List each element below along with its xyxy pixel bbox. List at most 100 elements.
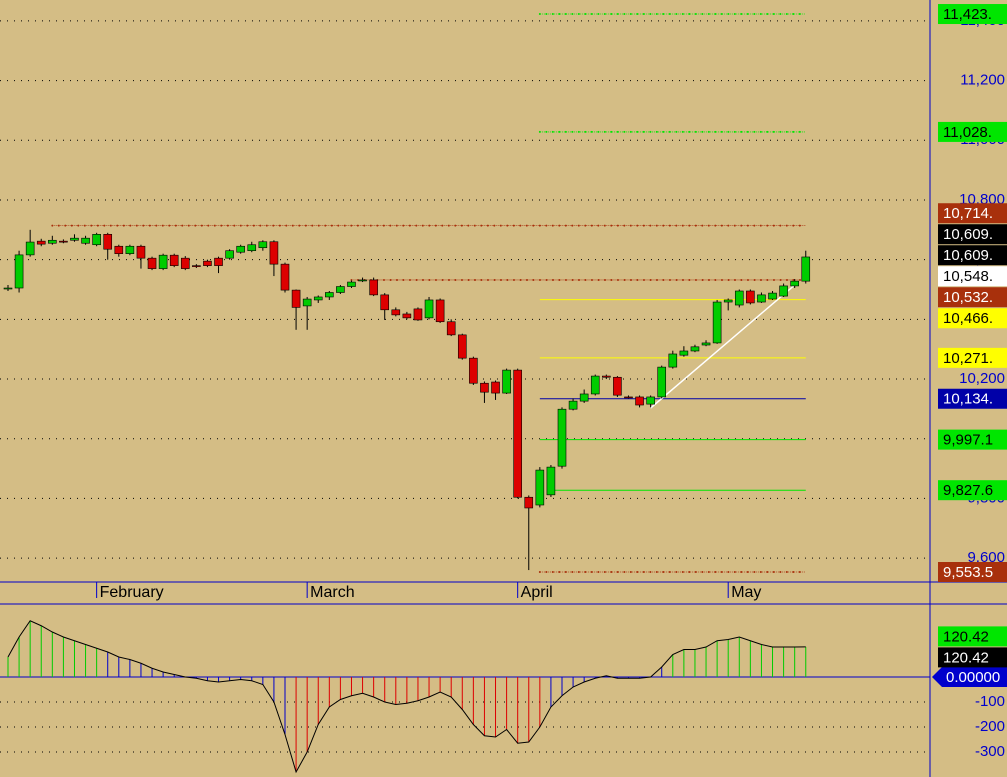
candle-body bbox=[635, 396, 644, 406]
price-label-box bbox=[938, 121, 1007, 142]
candle-body bbox=[480, 382, 489, 393]
candle-body bbox=[258, 241, 268, 249]
candle-body bbox=[568, 400, 578, 410]
price-label: 11,028. bbox=[943, 124, 992, 141]
candle-body bbox=[247, 244, 257, 252]
candle-body bbox=[491, 381, 500, 394]
candle-body bbox=[280, 263, 290, 291]
candle-body bbox=[214, 257, 223, 266]
candle-body bbox=[325, 292, 334, 298]
price-label: 10,714. bbox=[943, 205, 993, 222]
y-tick-label: 9,600 bbox=[967, 549, 1005, 566]
price-label: 9,553.5 bbox=[943, 564, 993, 581]
price-label-box bbox=[938, 626, 1007, 647]
price-label: 9,997.1 bbox=[943, 432, 993, 449]
candle-body bbox=[70, 237, 79, 241]
price-label-box bbox=[938, 266, 1007, 287]
candle-body bbox=[524, 496, 534, 509]
price-label-box bbox=[938, 245, 1007, 266]
candle-body bbox=[136, 245, 146, 259]
candle-body bbox=[92, 233, 101, 246]
candle-body bbox=[457, 334, 467, 359]
price-label-box bbox=[938, 347, 1007, 368]
price-label: 11,423. bbox=[943, 6, 992, 23]
candle-body bbox=[424, 299, 434, 319]
candle-body bbox=[291, 289, 301, 308]
price-label: 120.42 bbox=[943, 628, 989, 645]
histogram-line bbox=[7, 620, 806, 774]
candle-body bbox=[302, 298, 312, 307]
candle-body bbox=[801, 256, 811, 282]
candle-body bbox=[3, 287, 13, 290]
price-label: 10,271. bbox=[943, 350, 993, 367]
price-label: 10,609. bbox=[943, 226, 993, 243]
candle-body bbox=[590, 375, 600, 395]
candle-body bbox=[668, 353, 678, 368]
zero-label: 0.00000 bbox=[946, 669, 1000, 686]
candle-body bbox=[391, 309, 401, 316]
price-label-box bbox=[938, 287, 1007, 308]
x-tick-label: February bbox=[100, 584, 164, 601]
price-label-box bbox=[938, 429, 1007, 450]
candle-body bbox=[36, 240, 46, 245]
trendline bbox=[650, 284, 796, 409]
price-label-box bbox=[938, 308, 1007, 329]
candle-body bbox=[613, 376, 622, 396]
price-label: 10,609. bbox=[943, 247, 993, 264]
candle-body bbox=[48, 239, 57, 244]
zero-label-box bbox=[932, 667, 1007, 687]
x-tick-label: April bbox=[521, 584, 553, 601]
candle-body bbox=[779, 285, 788, 297]
price-label: 120.42 bbox=[943, 649, 989, 666]
candle-body bbox=[646, 396, 655, 405]
candle-body bbox=[103, 233, 113, 250]
candle-body bbox=[413, 308, 423, 321]
candle-body bbox=[59, 240, 68, 243]
candle-body bbox=[513, 369, 522, 498]
candle-body bbox=[358, 279, 367, 282]
candle-body bbox=[147, 257, 157, 269]
candle-body bbox=[502, 369, 511, 394]
candle-body bbox=[192, 265, 201, 267]
y-tick-label: 11,200 bbox=[960, 72, 1005, 89]
y-tick-label: -200 bbox=[975, 718, 1005, 735]
y-tick-label: -100 bbox=[975, 693, 1005, 710]
price-label: 10,532. bbox=[943, 289, 993, 306]
candle-body bbox=[734, 290, 744, 306]
candle-body bbox=[701, 342, 711, 346]
candle-body bbox=[313, 296, 323, 301]
candle-body bbox=[225, 250, 234, 259]
candle-body bbox=[169, 254, 179, 266]
candle-body bbox=[236, 245, 245, 253]
candle-body bbox=[535, 469, 545, 506]
price-label-box bbox=[938, 4, 1007, 25]
candle-body bbox=[557, 408, 567, 467]
candle-body bbox=[768, 292, 777, 300]
price-label-box bbox=[938, 480, 1007, 501]
candle-body bbox=[203, 260, 212, 266]
candle-body bbox=[446, 321, 456, 336]
price-label: 9,827.6 bbox=[943, 482, 993, 499]
candle-body bbox=[746, 290, 755, 304]
candle-body bbox=[125, 245, 135, 254]
candle-body bbox=[336, 286, 345, 293]
candle-body bbox=[81, 237, 90, 244]
candle-body bbox=[347, 281, 356, 287]
price-label: 10,134. bbox=[943, 391, 993, 408]
candle-body bbox=[624, 396, 633, 399]
price-label-box bbox=[938, 203, 1007, 224]
price-label-box bbox=[938, 388, 1007, 409]
price-label-box bbox=[938, 224, 1007, 245]
price-label: 10,548. bbox=[943, 268, 993, 285]
price-label-box bbox=[938, 647, 1007, 668]
x-tick-label: May bbox=[731, 584, 761, 601]
candle-body bbox=[579, 393, 589, 402]
candle-body bbox=[679, 350, 689, 356]
candle-body bbox=[546, 466, 556, 496]
candle-body bbox=[690, 346, 700, 352]
candle-body bbox=[369, 279, 378, 296]
candle-body bbox=[114, 245, 124, 254]
candle-body bbox=[269, 241, 279, 265]
price-label-box bbox=[938, 562, 1007, 583]
